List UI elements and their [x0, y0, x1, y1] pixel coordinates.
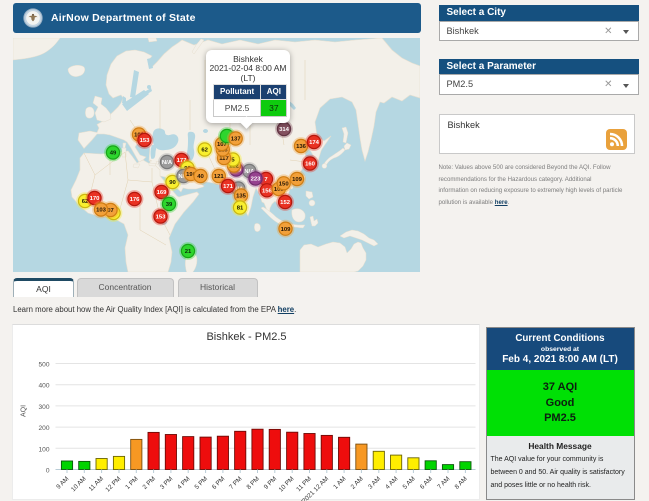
svg-text:9 PM: 9 PM	[262, 475, 278, 491]
svg-text:177: 177	[177, 158, 188, 164]
svg-text:500: 500	[38, 362, 49, 369]
svg-text:6 AM: 6 AM	[418, 475, 433, 490]
svg-text:171: 171	[223, 184, 234, 190]
svg-text:5: 5	[231, 158, 235, 164]
svg-text:169: 169	[157, 190, 168, 196]
svg-text:100: 100	[38, 446, 49, 453]
svg-text:176: 176	[130, 197, 141, 203]
svg-text:62: 62	[201, 148, 208, 154]
svg-text:107: 107	[217, 142, 228, 148]
svg-text:190: 190	[186, 172, 197, 178]
svg-text:2 AM: 2 AM	[349, 475, 364, 490]
svg-text:81: 81	[237, 206, 244, 212]
svg-text:121: 121	[214, 174, 225, 180]
svg-text:1 AM: 1 AM	[332, 475, 347, 490]
svg-text:103: 103	[96, 208, 107, 214]
svg-text:103: 103	[274, 187, 285, 193]
svg-text:49: 49	[110, 151, 117, 157]
svg-text:7 AM: 7 AM	[436, 475, 451, 490]
svg-text:3 PM: 3 PM	[158, 475, 174, 491]
svg-text:152: 152	[280, 200, 291, 206]
svg-text:400: 400	[38, 383, 49, 390]
svg-text:8 AM: 8 AM	[453, 475, 468, 490]
svg-text:12 PM: 12 PM	[104, 475, 122, 493]
svg-text:117: 117	[219, 156, 229, 162]
svg-text:153: 153	[140, 138, 151, 144]
svg-text:156: 156	[262, 189, 273, 195]
svg-text:160: 160	[305, 162, 316, 168]
svg-text:136: 136	[296, 144, 307, 150]
svg-text:07: 07	[107, 208, 114, 214]
svg-text:200: 200	[38, 425, 49, 432]
svg-text:170: 170	[90, 196, 101, 202]
svg-text:5 PM: 5 PM	[193, 475, 209, 491]
svg-text:5 AM: 5 AM	[401, 475, 416, 490]
svg-text:153: 153	[156, 215, 167, 221]
svg-text:39: 39	[166, 202, 173, 208]
svg-text:4 AM: 4 AM	[384, 475, 399, 490]
svg-text:N/A: N/A	[162, 160, 173, 166]
svg-text:314: 314	[279, 127, 290, 133]
svg-text:0: 0	[45, 468, 49, 475]
svg-text:2 PM: 2 PM	[141, 475, 157, 491]
svg-text:6 PM: 6 PM	[210, 475, 226, 491]
svg-text:122: 122	[229, 164, 240, 170]
svg-text:62: 62	[82, 199, 89, 205]
svg-text:150: 150	[279, 182, 290, 188]
svg-text:109: 109	[281, 227, 292, 233]
svg-text:AQI: AQI	[20, 405, 27, 417]
svg-text:8 PM: 8 PM	[245, 475, 261, 491]
svg-text:174: 174	[309, 140, 320, 146]
svg-text:7: 7	[264, 177, 268, 183]
svg-text:10 AM: 10 AM	[69, 475, 87, 493]
svg-text:21: 21	[185, 249, 192, 255]
svg-text:223: 223	[251, 177, 262, 183]
svg-text:300: 300	[38, 404, 49, 411]
svg-text:11 AM: 11 AM	[87, 475, 104, 492]
svg-text:40: 40	[197, 174, 204, 180]
svg-text:9 AM: 9 AM	[55, 475, 70, 490]
svg-text:10 PM: 10 PM	[277, 475, 295, 493]
svg-text:90: 90	[169, 180, 176, 186]
svg-text:7 PM: 7 PM	[228, 475, 244, 491]
svg-text:4 PM: 4 PM	[176, 475, 192, 491]
svg-text:109: 109	[292, 177, 303, 183]
svg-text:3 AM: 3 AM	[366, 475, 381, 490]
svg-text:N/A: N/A	[244, 169, 255, 175]
svg-text:137: 137	[231, 137, 242, 143]
svg-text:1 PM: 1 PM	[124, 475, 140, 491]
svg-text:135: 135	[236, 194, 247, 200]
svg-text:N/A: N/A	[178, 174, 189, 180]
